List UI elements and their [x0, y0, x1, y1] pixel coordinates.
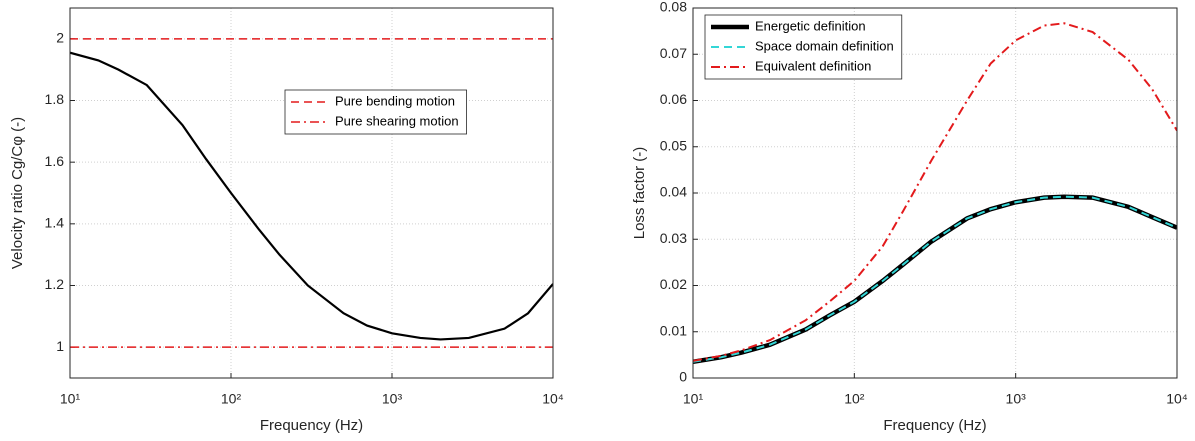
y-tick-label: 0.05: [660, 137, 687, 153]
legend: Energetic definition Space domain definit…: [704, 14, 903, 80]
line-series: [693, 22, 1177, 362]
y-tick-label: 0.03: [660, 230, 687, 246]
subplot: 10¹ 10² 10³ 10⁴ 0 0.01 0.02 0.03 0.04 0.05 0.06 0.0…: [631, 0, 1188, 434]
x-tick-label: 10³: [1006, 391, 1027, 407]
legend-label: Pure bending motion: [335, 93, 455, 108]
legend: Pure bending motion Pure shearing motion: [284, 89, 467, 135]
x-tick-label: 10¹: [683, 391, 704, 407]
x-tick-label: 10²: [844, 391, 865, 407]
x-tick-label: 10¹: [60, 391, 81, 407]
subplot: 10¹ 10² 10³ 10⁴ 1 1.2 1.4 1.6 1.8 2 Frequency (Hz)…: [9, 7, 564, 434]
y-tick-label: 2: [56, 30, 64, 46]
axes-box: [69, 7, 554, 379]
x-tick-label: 10⁴: [542, 391, 564, 407]
y-tick-label: 0.04: [660, 184, 687, 200]
line-series: [693, 195, 1177, 363]
legend-box: [284, 89, 467, 135]
y-tick-label: 1.6: [45, 153, 65, 169]
y-tick-label: 0: [679, 369, 687, 385]
plot-area: [70, 8, 553, 378]
y-tick-label: 0.07: [660, 45, 687, 61]
x-tick-label: 10³: [382, 391, 403, 407]
y-tick-label: 0.02: [660, 276, 687, 292]
y-tick-label: 0.01: [660, 322, 687, 338]
axes-box: [692, 7, 1178, 379]
y-tick-label: 0.06: [660, 91, 687, 107]
y-tick-label: 1: [56, 338, 64, 354]
x-axis-label: Frequency (Hz): [260, 417, 363, 434]
y-axis-label: Velocity ratio Cg/Cφ (-): [9, 117, 26, 269]
x-tick-label: 10²: [221, 391, 242, 407]
line-series: [70, 51, 553, 341]
y-tick-label: 1.2: [45, 276, 65, 292]
legend-label: Energetic definition: [755, 18, 866, 33]
x-tick-label: 10⁴: [1166, 391, 1188, 407]
y-tick-label: 1.8: [45, 91, 65, 107]
y-tick-label: 1.4: [45, 215, 65, 231]
legend-label: Pure shearing motion: [335, 113, 459, 128]
y-axis-label: Loss factor (-): [631, 147, 648, 240]
legend-label: Equivalent definition: [755, 58, 871, 73]
legend-label: Space domain definition: [755, 38, 894, 53]
y-tick-label: 0.08: [660, 0, 687, 15]
x-axis-label: Frequency (Hz): [883, 417, 986, 434]
